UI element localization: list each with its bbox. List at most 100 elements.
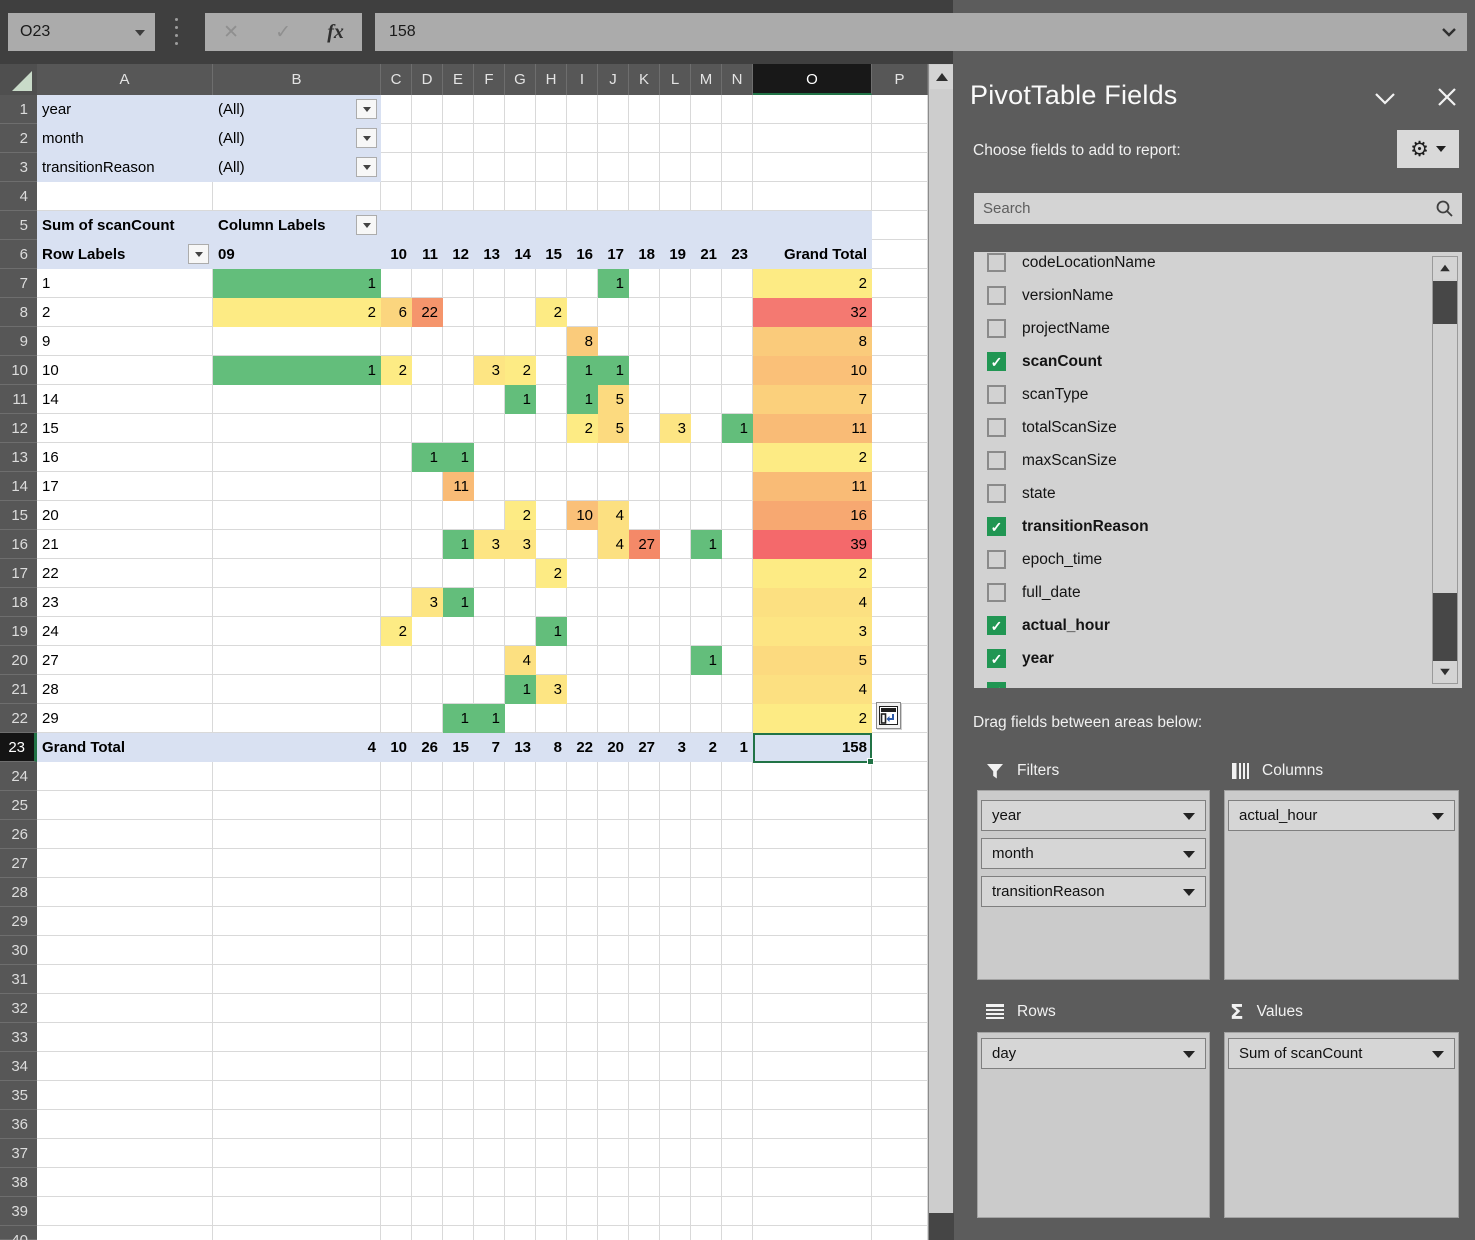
column-header-F[interactable]: F [474,64,505,95]
field-list-scrollbar[interactable] [1432,256,1458,684]
pivot-cell[interactable]: 8 [567,327,598,356]
row-header-22[interactable]: 22 [0,704,37,733]
checkbox-state[interactable] [987,484,1006,503]
pivot-cell[interactable]: 1 [412,443,443,472]
pivot-row-total[interactable]: 4 [753,675,872,704]
pivot-row-label-day-22[interactable]: 22 [42,565,59,582]
area-pill-month[interactable]: month [981,838,1206,869]
pivot-row-total[interactable]: 5 [753,646,872,675]
pivot-cell[interactable]: 2 [505,501,536,530]
pivot-grand-total-value[interactable]: 10 [390,739,407,756]
area-pill-Sum-of-scanCount[interactable]: Sum of scanCount [1228,1038,1455,1069]
pivot-grand-total-value[interactable]: 2 [708,739,717,756]
pivot-row-total[interactable]: 39 [753,530,872,559]
pivot-col-header-15[interactable]: 15 [545,246,562,263]
checkbox-actual_hour[interactable]: ✓ [987,616,1006,635]
row-header-30[interactable]: 30 [0,936,37,965]
pivot-col-header-10[interactable]: 10 [390,246,407,263]
area-pill-transitionReason[interactable]: transitionReason [981,876,1206,907]
pill-dropdown-icon[interactable] [1183,1051,1195,1058]
row-header-21[interactable]: 21 [0,675,37,704]
pivot-cell[interactable]: 1 [598,356,629,385]
field-item-actual_hour[interactable]: ✓ actual_hour [974,609,1424,642]
column-header-N[interactable]: N [722,64,753,95]
row-header-40[interactable]: 40 [0,1226,37,1240]
area-pill-year[interactable]: year [981,800,1206,831]
pivot-row-total[interactable]: 7 [753,385,872,414]
pivot-cell[interactable]: 2 [213,298,381,327]
pivot-grand-total-value[interactable]: 26 [421,739,438,756]
pivot-cell[interactable]: 3 [660,414,691,443]
sheet-vertical-scrollbar[interactable] [928,64,954,1240]
pivot-column-labels[interactable]: Column Labels [218,217,326,234]
filter-dropdown-button[interactable] [356,128,377,148]
pivot-col-header-17[interactable]: 17 [607,246,624,263]
pivot-cell[interactable]: 1 [213,269,381,298]
row-header-34[interactable]: 34 [0,1052,37,1081]
checkbox-totalScanSize[interactable] [987,418,1006,437]
checkbox-year[interactable]: ✓ [987,649,1006,668]
column-header-K[interactable]: K [629,64,660,95]
pivot-row-total[interactable]: 10 [753,356,872,385]
row-header-19[interactable]: 19 [0,617,37,646]
pivot-row-label-day-10[interactable]: 10 [42,362,59,379]
fill-handle[interactable] [867,758,874,765]
scroll-up-button[interactable] [930,65,953,89]
field-item-state[interactable]: state [974,477,1424,510]
pivot-row-label-day-27[interactable]: 27 [42,652,59,669]
pivot-row-label-day-23[interactable]: 23 [42,594,59,611]
pivot-cell[interactable]: 2 [536,559,567,588]
pivot-cell[interactable]: 1 [505,385,536,414]
row-header-3[interactable]: 3 [0,153,37,182]
column-header-A[interactable]: A [37,64,213,95]
row-header-12[interactable]: 12 [0,414,37,443]
pivot-cell[interactable]: 2 [567,414,598,443]
field-list[interactable]: codeLocationName versionName projectName ✓ s… [974,252,1462,688]
pivot-col-header-18[interactable]: 18 [638,246,655,263]
field-item-projectName[interactable]: projectName [974,312,1424,345]
pivot-cell[interactable]: 1 [443,443,474,472]
field-list-scroll-thumb[interactable] [1433,281,1457,324]
row-header-11[interactable]: 11 [0,385,37,414]
row-header-32[interactable]: 32 [0,994,37,1023]
field-item-transitionReason[interactable]: ✓ transitionReason [974,510,1424,543]
checkbox-scanCount[interactable]: ✓ [987,352,1006,371]
row-header-5[interactable]: 5 [0,211,37,240]
pivot-row-label-day-29[interactable]: 29 [42,710,59,727]
field-item-clipped[interactable]: ✓ [974,675,1424,688]
pivot-col-header-16[interactable]: 16 [576,246,593,263]
pivot-row-label-day-14[interactable]: 14 [42,391,59,408]
row-header-13[interactable]: 13 [0,443,37,472]
pivot-cell[interactable]: 2 [505,356,536,385]
row-header-17[interactable]: 17 [0,559,37,588]
pill-dropdown-icon[interactable] [1183,851,1195,858]
pivot-grand-total-value[interactable]: 22 [576,739,593,756]
pivot-cell[interactable]: 6 [381,298,412,327]
pivot-cell[interactable]: 1 [505,675,536,704]
pivot-row-total[interactable]: 2 [753,559,872,588]
field-item-epoch_time[interactable]: epoch_time [974,543,1424,576]
pivot-cell[interactable]: 1 [213,356,381,385]
checkbox-clipped[interactable]: ✓ [987,682,1006,688]
pivot-col-header-11[interactable]: 11 [422,246,438,263]
row-header-14[interactable]: 14 [0,472,37,501]
field-list-scroll-block[interactable] [1433,593,1457,661]
checkbox-transitionReason[interactable]: ✓ [987,517,1006,536]
pivot-cell[interactable]: 1 [443,588,474,617]
row-header-37[interactable]: 37 [0,1139,37,1168]
column-header-G[interactable]: G [505,64,536,95]
row-header-25[interactable]: 25 [0,791,37,820]
pane-close-button[interactable] [1432,82,1462,112]
pivot-row-total[interactable]: 32 [753,298,872,327]
pivot-cell[interactable]: 1 [598,269,629,298]
filter-field-name[interactable]: month [42,130,84,147]
row-header-28[interactable]: 28 [0,878,37,907]
column-header-J[interactable]: J [598,64,629,95]
row-header-27[interactable]: 27 [0,849,37,878]
pivot-cell[interactable]: 11 [443,472,474,501]
pivot-cell[interactable]: 1 [691,530,722,559]
checkbox-scanType[interactable] [987,385,1006,404]
area-pill-day[interactable]: day [981,1038,1206,1069]
row-header-6[interactable]: 6 [0,240,37,269]
column-header-C[interactable]: C [381,64,412,95]
